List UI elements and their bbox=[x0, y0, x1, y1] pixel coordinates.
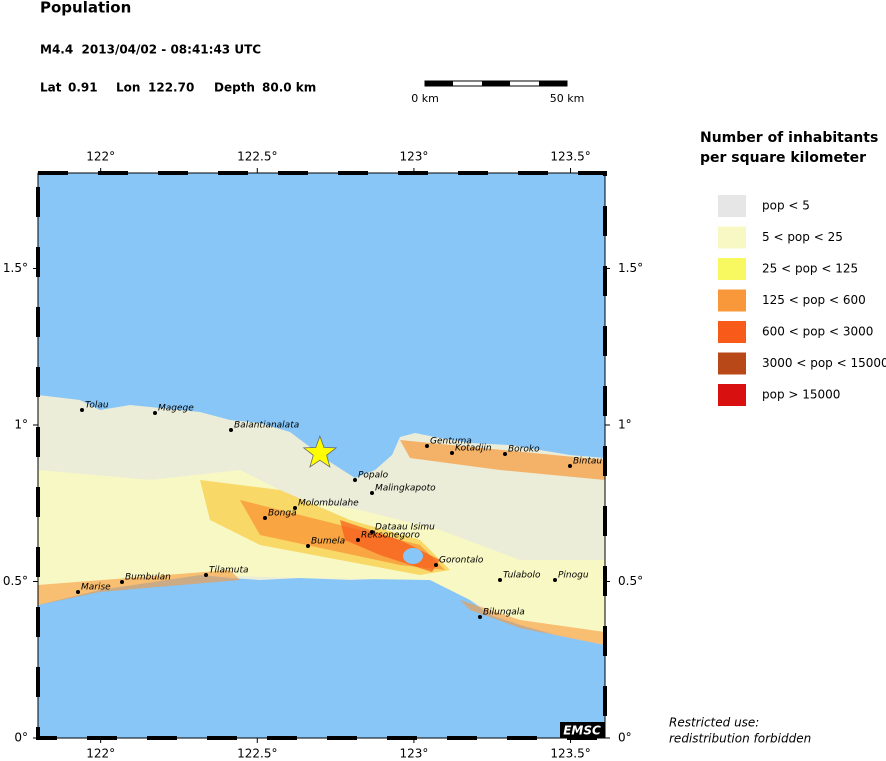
x-tick-label: 123° bbox=[399, 150, 428, 164]
legend-swatch bbox=[718, 195, 746, 217]
x-tick-label: 122° bbox=[86, 150, 115, 164]
town-label: Bumbulan bbox=[125, 573, 171, 583]
lat-label: Lat bbox=[40, 81, 62, 95]
town-dot bbox=[204, 573, 208, 577]
town-label: Bumela bbox=[311, 537, 345, 547]
town-label: Popalo bbox=[358, 471, 389, 481]
legend-label: pop > 15000 bbox=[762, 388, 840, 402]
town-label: Magege bbox=[158, 404, 194, 414]
y-tick-label: 0° bbox=[618, 731, 632, 745]
town-dot bbox=[503, 452, 507, 456]
town-dot bbox=[356, 538, 360, 542]
town-dot bbox=[229, 428, 233, 432]
y-tick-label: 1.5° bbox=[618, 261, 643, 275]
town-dot bbox=[478, 615, 482, 619]
town-dot bbox=[425, 444, 429, 448]
lon-label: Lon bbox=[116, 81, 140, 95]
legend-label: 600 < pop < 3000 bbox=[762, 325, 873, 339]
town-label: Bintau bbox=[573, 457, 602, 467]
event: M4.4 2013/04/02 - 08:41:43 UTC bbox=[40, 43, 261, 57]
town-dot bbox=[498, 578, 502, 582]
x-tick-label: 123.5° bbox=[550, 150, 590, 164]
x-tick-label: 123° bbox=[399, 747, 428, 761]
badge-bg bbox=[560, 722, 605, 738]
town-dot bbox=[293, 506, 297, 510]
town-dot bbox=[434, 563, 438, 567]
epicenter bbox=[302, 435, 338, 468]
town-dot bbox=[450, 451, 454, 455]
lon: 122.70 bbox=[148, 81, 194, 95]
scale-start: 0 km bbox=[411, 92, 439, 105]
town-label: Tilamuta bbox=[209, 566, 249, 576]
y-tick-label: 0° bbox=[14, 731, 28, 745]
town-dot bbox=[353, 478, 357, 482]
town-label: Reksonegoro bbox=[361, 531, 420, 541]
x-tick-label: 122° bbox=[86, 747, 115, 761]
town-label: Bonga bbox=[268, 509, 297, 519]
x-tick-label: 122.5° bbox=[237, 150, 277, 164]
lat: 0.91 bbox=[68, 81, 98, 95]
scale-end: 50 km bbox=[550, 92, 585, 105]
town-dot bbox=[306, 544, 310, 548]
legend-label: 125 < pop < 600 bbox=[762, 293, 866, 307]
town-label: Marise bbox=[81, 583, 111, 593]
y-tick-label: 1.5° bbox=[3, 261, 28, 275]
legend-swatch bbox=[718, 226, 746, 249]
town-label: Dataau Isimu bbox=[375, 523, 435, 533]
town-dot bbox=[370, 530, 374, 534]
town-dot bbox=[80, 408, 84, 412]
y-tick-label: 0.5° bbox=[3, 574, 28, 588]
town-label: Pinogu bbox=[558, 571, 589, 581]
legend-swatch bbox=[718, 258, 746, 280]
town-dot bbox=[153, 411, 157, 415]
town-label: Balantianalata bbox=[234, 421, 299, 431]
depth: 80.0 km bbox=[262, 81, 316, 95]
town-dot bbox=[120, 580, 124, 584]
y-tick-label: 0.5° bbox=[618, 574, 643, 588]
town-label: Gorontalo bbox=[439, 556, 484, 566]
x-tick-label: 123.5° bbox=[550, 747, 590, 761]
town-dot bbox=[263, 516, 267, 520]
legend-label: pop < 5 bbox=[762, 199, 810, 213]
y-tick-label: 1° bbox=[14, 417, 28, 431]
footer: redistribution forbidden bbox=[669, 732, 811, 746]
town-label: Tolau bbox=[85, 401, 109, 411]
depth-label: Depth bbox=[214, 81, 255, 95]
town-label: Boroko bbox=[508, 445, 540, 455]
town-label: Molombulahe bbox=[298, 499, 359, 509]
legend-label: 25 < pop < 125 bbox=[762, 262, 858, 276]
legend-swatch bbox=[718, 289, 746, 312]
town-label: Kotadjin bbox=[455, 444, 492, 454]
town-dot bbox=[370, 491, 374, 495]
town-label: Gentuma bbox=[430, 437, 472, 447]
legend-swatch bbox=[718, 384, 746, 406]
town-dot bbox=[568, 464, 572, 468]
town-label: Tulabolo bbox=[503, 571, 541, 581]
town-label: Bilungala bbox=[483, 608, 525, 618]
title: Population bbox=[40, 0, 131, 17]
legend-label: 5 < pop < 25 bbox=[762, 230, 843, 244]
x-tick-label: 122.5° bbox=[237, 747, 277, 761]
town-dot bbox=[76, 590, 80, 594]
badge: EMSC bbox=[563, 724, 601, 738]
town-label: Malingkapoto bbox=[375, 484, 436, 494]
legend-swatch bbox=[718, 321, 746, 343]
scale-bar bbox=[424, 80, 568, 87]
legend-title: Number of inhabitants bbox=[700, 130, 878, 146]
town-dot bbox=[553, 578, 557, 582]
legend-label: 3000 < pop < 15000 bbox=[762, 356, 886, 370]
y-tick-label: 1° bbox=[618, 417, 632, 431]
legend-title: per square kilometer bbox=[700, 150, 866, 166]
legend-swatch bbox=[718, 352, 746, 375]
footer: Restricted use: bbox=[669, 716, 759, 730]
